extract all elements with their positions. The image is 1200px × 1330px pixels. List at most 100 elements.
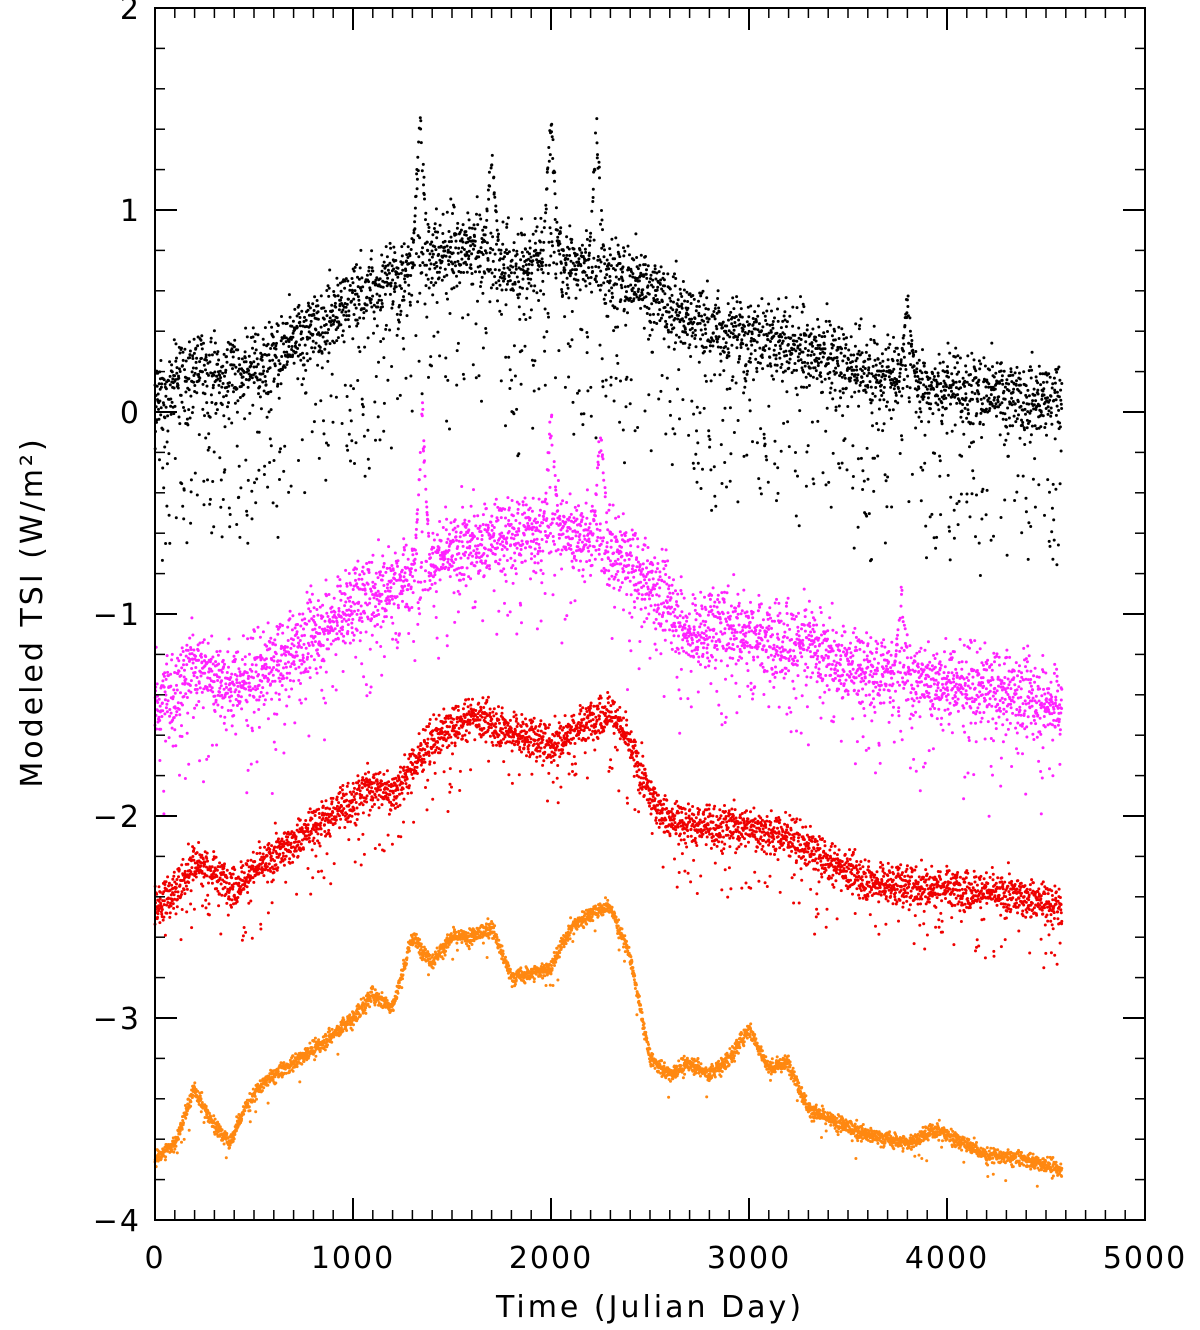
data-point <box>982 396 986 400</box>
data-point <box>393 551 397 555</box>
data-point <box>567 247 571 251</box>
data-point <box>500 276 504 280</box>
data-point <box>370 305 374 309</box>
data-point <box>225 360 229 364</box>
data-point <box>873 456 876 460</box>
data-point <box>962 432 966 436</box>
data-point <box>790 352 794 356</box>
data-point <box>527 271 531 275</box>
data-point <box>343 286 347 290</box>
data-point <box>216 679 220 682</box>
data-point <box>292 361 296 365</box>
data-point <box>1049 414 1053 418</box>
data-point <box>896 359 899 362</box>
data-point <box>307 644 311 647</box>
data-point <box>624 405 628 409</box>
data-point <box>363 345 367 349</box>
data-point <box>902 334 906 337</box>
data-point <box>296 377 300 381</box>
data-point <box>494 204 498 208</box>
data-point <box>531 363 535 367</box>
data-point <box>331 309 334 313</box>
data-point <box>799 338 803 341</box>
data-point <box>711 331 715 335</box>
data-point <box>381 337 385 341</box>
data-point <box>683 299 687 303</box>
data-point <box>294 350 298 354</box>
data-point <box>603 276 607 280</box>
data-point <box>418 612 422 616</box>
data-point <box>372 611 375 615</box>
data-point <box>157 417 161 421</box>
data-point <box>187 388 191 392</box>
data-point <box>472 549 476 553</box>
data-point <box>610 286 614 290</box>
data-point <box>859 317 863 321</box>
data-point <box>528 239 532 243</box>
data-point <box>222 395 226 399</box>
data-point <box>392 245 396 249</box>
data-point <box>780 379 784 383</box>
data-point <box>908 316 912 320</box>
data-point <box>285 350 289 354</box>
data-point <box>277 396 281 400</box>
data-point <box>409 374 413 378</box>
series-0-points <box>153 116 1064 577</box>
data-point <box>677 368 681 372</box>
data-point <box>669 299 673 303</box>
data-point <box>642 326 646 330</box>
data-point <box>212 450 216 454</box>
data-point <box>707 317 711 321</box>
data-point <box>219 478 223 482</box>
data-point <box>321 603 325 607</box>
data-point <box>319 399 323 403</box>
data-point <box>340 302 344 305</box>
data-point <box>755 340 759 344</box>
data-point <box>278 625 282 629</box>
data-point <box>431 551 435 555</box>
data-point <box>302 377 305 381</box>
data-point <box>449 235 453 239</box>
data-point <box>542 226 546 230</box>
data-point <box>326 443 330 447</box>
data-point <box>174 378 177 382</box>
data-point <box>436 330 440 334</box>
data-point <box>430 249 434 253</box>
data-point <box>198 759 202 763</box>
data-point <box>189 648 193 651</box>
data-point <box>749 352 753 356</box>
data-point <box>580 251 584 255</box>
data-point <box>555 220 559 224</box>
data-point <box>423 579 427 583</box>
data-point <box>968 515 972 519</box>
data-point <box>443 557 447 561</box>
data-point <box>244 326 248 330</box>
data-point <box>284 653 288 657</box>
data-point <box>414 252 418 256</box>
data-point <box>841 414 845 418</box>
data-point <box>273 364 277 368</box>
data-point <box>735 300 739 304</box>
data-point <box>977 541 981 545</box>
data-point <box>632 297 636 301</box>
data-point <box>211 386 215 390</box>
data-point <box>546 166 550 170</box>
data-point <box>425 263 428 267</box>
data-point <box>455 274 458 278</box>
data-point <box>488 251 492 255</box>
data-point <box>953 423 957 427</box>
data-point <box>197 433 201 437</box>
data-point <box>203 380 207 383</box>
data-point <box>703 323 707 327</box>
data-point <box>262 343 266 347</box>
data-point <box>322 659 326 663</box>
data-point <box>865 446 869 450</box>
data-point <box>270 697 274 701</box>
data-point <box>399 309 403 313</box>
data-point <box>343 641 347 645</box>
data-point <box>356 275 359 279</box>
data-point <box>800 310 804 314</box>
data-point <box>227 506 231 510</box>
data-point <box>695 429 698 433</box>
data-point <box>540 267 544 271</box>
